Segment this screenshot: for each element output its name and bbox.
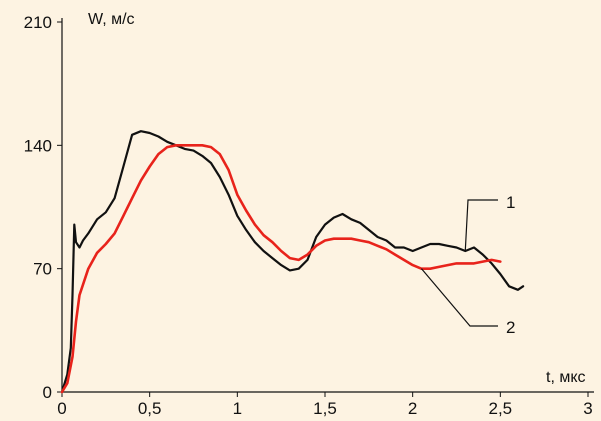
series-line-1 — [60, 130, 525, 394]
x-axis-title: t, мкс — [546, 369, 586, 386]
x-tick-label: 3 — [583, 399, 592, 418]
axes — [61, 18, 594, 393]
leader-line-2 — [420, 268, 498, 327]
x-tick-label: 2,5 — [489, 399, 513, 418]
series-line-2 — [60, 144, 502, 394]
curve-label-2: 2 — [506, 318, 515, 337]
curve-label-leaders — [420, 199, 498, 327]
x-tick-label: 0,5 — [138, 399, 162, 418]
y-axis-title: W, м/с — [88, 11, 135, 28]
y-tick-label: 210 — [24, 13, 52, 32]
y-tick-label: 0 — [43, 383, 52, 402]
y-tick-label: 70 — [33, 260, 52, 279]
leader-line-1 — [464, 199, 498, 252]
curve-label-1: 1 — [506, 193, 515, 212]
x-tick-label: 0 — [57, 399, 66, 418]
x-tick-label: 1,5 — [313, 399, 337, 418]
x-tick-label: 1 — [233, 399, 242, 418]
ticks: 0 0,5 1 1,5 2 2,5 3 0 70 140 210 — [24, 13, 593, 418]
y-tick-label: 140 — [24, 136, 52, 155]
x-tick-label: 2 — [408, 399, 417, 418]
series-group — [60, 130, 525, 394]
